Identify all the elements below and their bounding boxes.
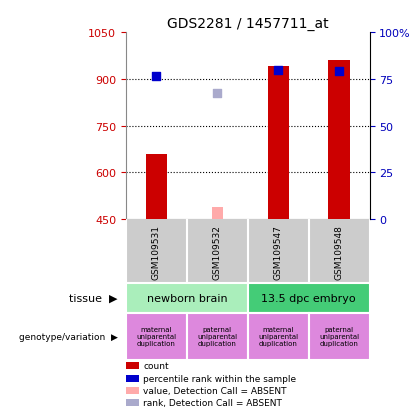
- Bar: [212, 207, 223, 220]
- Text: count: count: [143, 361, 169, 370]
- Text: GSM109548: GSM109548: [335, 224, 344, 279]
- Text: GSM109531: GSM109531: [152, 224, 161, 279]
- Point: [275, 67, 282, 74]
- Text: tissue  ▶: tissue ▶: [69, 293, 118, 303]
- Text: newborn brain: newborn brain: [147, 293, 227, 303]
- Text: percentile rank within the sample: percentile rank within the sample: [143, 374, 296, 383]
- Bar: [268, 67, 289, 220]
- Text: GSM109547: GSM109547: [274, 224, 283, 279]
- Bar: [248, 313, 309, 360]
- Point: [153, 73, 160, 80]
- Point: [336, 69, 343, 75]
- Bar: [126, 284, 248, 313]
- Text: maternal
uniparental
duplication: maternal uniparental duplication: [258, 326, 298, 347]
- Bar: [328, 61, 350, 220]
- Text: paternal
uniparental
duplication: paternal uniparental duplication: [319, 326, 359, 347]
- Point: [214, 90, 221, 97]
- Title: GDS2281 / 1457711_at: GDS2281 / 1457711_at: [167, 17, 328, 31]
- Bar: [126, 375, 139, 382]
- Bar: [126, 363, 139, 369]
- Text: genotype/variation  ▶: genotype/variation ▶: [19, 332, 118, 341]
- Bar: [126, 387, 139, 394]
- Bar: [309, 313, 370, 360]
- Bar: [126, 399, 139, 406]
- Bar: [126, 313, 187, 360]
- Text: rank, Detection Call = ABSENT: rank, Detection Call = ABSENT: [143, 398, 282, 407]
- Bar: [146, 154, 167, 220]
- Bar: [187, 313, 248, 360]
- Text: paternal
uniparental
duplication: paternal uniparental duplication: [197, 326, 237, 347]
- Text: value, Detection Call = ABSENT: value, Detection Call = ABSENT: [143, 386, 286, 395]
- Text: 13.5 dpc embryo: 13.5 dpc embryo: [261, 293, 356, 303]
- Text: GSM109532: GSM109532: [213, 224, 222, 279]
- Bar: [248, 284, 370, 313]
- Text: maternal
uniparental
duplication: maternal uniparental duplication: [136, 326, 176, 347]
